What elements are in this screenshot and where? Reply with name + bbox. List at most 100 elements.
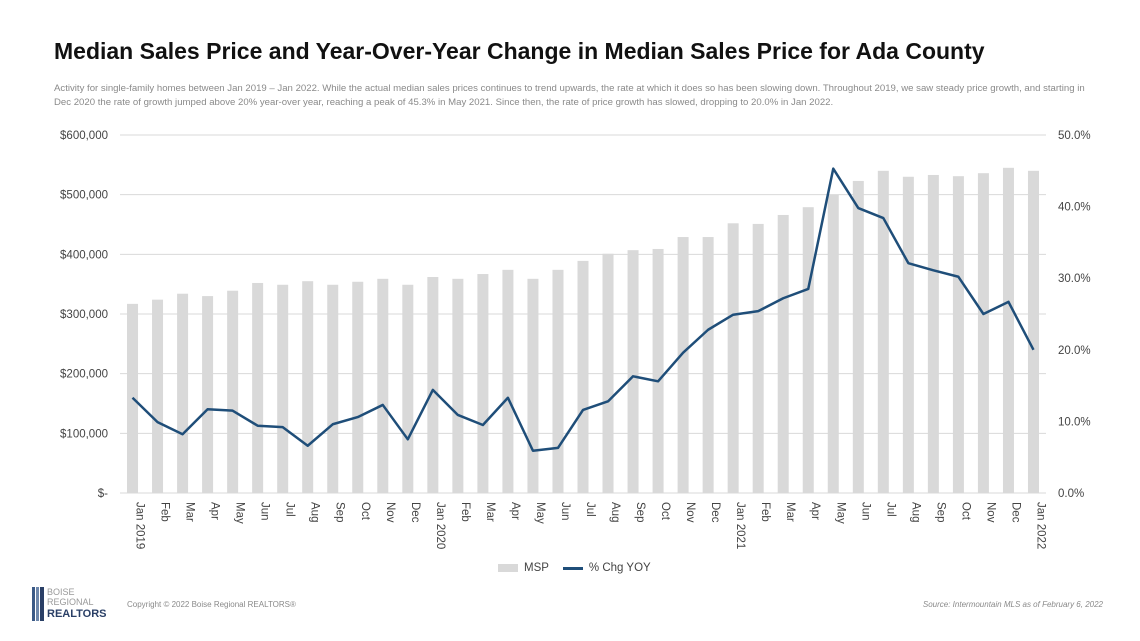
x-axis-tick-label: Aug xyxy=(609,502,621,522)
x-axis-tick-label: Dec xyxy=(409,502,421,523)
x-axis-tick-label: Jan 2022 xyxy=(1034,502,1046,549)
legend-line-label: % Chg YOY xyxy=(588,562,651,574)
source-note: Source: Intermountain MLS as of February… xyxy=(922,600,1103,609)
bar-msp xyxy=(627,250,639,493)
right-axis-tick-label: 0.0% xyxy=(1058,488,1084,500)
bar-msp xyxy=(202,296,214,493)
x-axis-tick-label: Aug xyxy=(309,502,321,522)
right-axis-tick-label: 40.0% xyxy=(1058,202,1091,214)
x-axis-tick-label: Nov xyxy=(684,502,696,523)
bar-msp xyxy=(677,237,689,493)
bar-msp xyxy=(1027,170,1039,494)
bar-msp xyxy=(902,176,914,493)
x-axis-tick-label: Nov xyxy=(984,502,996,523)
x-axis-tick-label: Apr xyxy=(209,502,221,520)
x-axis-tick-label: Jun xyxy=(259,502,271,521)
legend-bar-swatch xyxy=(498,564,518,572)
chart: $- $100,000 $200,000 $300,000 $400,000 $500,0… xyxy=(60,130,1091,549)
x-axis-tick-label: Sep xyxy=(934,502,946,522)
bar-msp xyxy=(302,281,314,493)
bar-msp xyxy=(852,180,864,493)
logo-mark xyxy=(32,587,44,621)
x-axis-tick-label: Jul xyxy=(884,502,896,517)
bar-msp xyxy=(652,248,664,493)
right-axis-tick-label: 10.0% xyxy=(1058,416,1091,428)
left-axis-tick-label: $500,000 xyxy=(60,190,108,202)
bar-msp xyxy=(252,282,264,493)
x-axis-tick-label: Jul xyxy=(284,502,296,517)
bar-msp xyxy=(477,274,489,493)
x-axis-tick-label: Mar xyxy=(484,502,496,522)
bar-msp xyxy=(577,260,589,493)
x-axis-tick-label: Sep xyxy=(634,502,646,522)
x-axis-tick-label: Jan 2021 xyxy=(734,502,746,549)
right-axis-tick-label: 50.0% xyxy=(1058,130,1091,142)
left-axis-tick-label: $300,000 xyxy=(60,309,108,321)
logo-text: BOISE xyxy=(47,587,75,597)
x-axis-tick-label: Dec xyxy=(1009,502,1021,523)
bar-msp xyxy=(777,214,789,493)
x-axis-tick-label: Jul xyxy=(584,502,596,517)
bar-msp xyxy=(502,269,514,493)
bar-msp xyxy=(927,174,939,493)
chart-subtitle: Activity for single-family homes between… xyxy=(54,83,1085,108)
x-axis-tick-label: May xyxy=(534,502,546,524)
bar-msp xyxy=(177,293,189,493)
x-axis-tick-label: Dec xyxy=(709,502,721,523)
x-axis-tick-label: Sep xyxy=(334,502,346,522)
right-axis-tick-label: 30.0% xyxy=(1058,273,1091,285)
bar-msp xyxy=(427,277,439,493)
bar-msp xyxy=(702,237,714,493)
left-axis-tick-label: $600,000 xyxy=(60,130,108,142)
x-axis-tick-label: Oct xyxy=(959,502,971,521)
x-axis-tick-label: Jan 2019 xyxy=(134,502,146,549)
x-axis-tick-label: Oct xyxy=(659,502,671,521)
bar-msp xyxy=(727,223,739,493)
bar-msp xyxy=(377,278,389,493)
bar-msp xyxy=(152,299,164,493)
bar-msp xyxy=(527,278,539,493)
x-axis-tick-label: Jan 2020 xyxy=(434,502,446,549)
bar-msp xyxy=(1002,167,1014,494)
bar-msp xyxy=(552,269,564,493)
logo: BOISE REGIONAL REALTORS xyxy=(32,587,112,621)
legend-bar-label: MSP xyxy=(524,562,549,574)
bar-msp xyxy=(977,173,989,494)
x-axis-tick-label: Feb xyxy=(159,502,171,522)
bar-msp xyxy=(452,278,464,493)
left-axis-tick-label: $- xyxy=(98,488,108,500)
right-axis-tick-label: 20.0% xyxy=(1058,345,1091,357)
x-axis-tick-label: Nov xyxy=(384,502,396,523)
chart-title: Median Sales Price and Year-Over-Year Ch… xyxy=(54,38,985,64)
x-axis-tick-label: Mar xyxy=(184,502,196,522)
copyright: Copyright © 2022 Boise Regional REALTORS… xyxy=(127,600,296,609)
bar-msp xyxy=(277,284,289,493)
bar-msp xyxy=(952,176,964,494)
x-axis-tick-label: Feb xyxy=(459,502,471,522)
logo-text: REGIONAL xyxy=(47,597,94,607)
bar-msp xyxy=(602,253,614,493)
x-axis-tick-label: Oct xyxy=(359,502,371,521)
x-axis-tick-label: Jun xyxy=(859,502,871,521)
left-axis-tick-label: $100,000 xyxy=(60,428,108,440)
bar-msp xyxy=(402,284,414,493)
x-axis-tick-label: Aug xyxy=(909,502,921,522)
bar-msp xyxy=(352,281,364,493)
x-axis-tick-label: May xyxy=(234,502,246,524)
x-axis-tick-label: Mar xyxy=(784,502,796,522)
x-axis-tick-label: May xyxy=(834,502,846,524)
bar-msp xyxy=(802,207,814,494)
bar-msp xyxy=(877,170,889,494)
bar-msp xyxy=(752,223,764,494)
x-axis-tick-label: Apr xyxy=(509,502,521,520)
x-axis-tick-label: Feb xyxy=(759,502,771,522)
bar-msp xyxy=(327,284,339,493)
left-axis-tick-label: $400,000 xyxy=(60,249,108,261)
legend-line-swatch xyxy=(562,566,583,570)
x-axis-tick-label: Jun xyxy=(559,502,571,521)
bar-msp xyxy=(827,194,839,493)
x-axis-tick-label: Apr xyxy=(809,502,821,520)
bar-msp xyxy=(227,290,239,493)
left-axis-tick-label: $200,000 xyxy=(60,369,108,381)
legend: MSP % Chg YOY xyxy=(498,562,651,574)
